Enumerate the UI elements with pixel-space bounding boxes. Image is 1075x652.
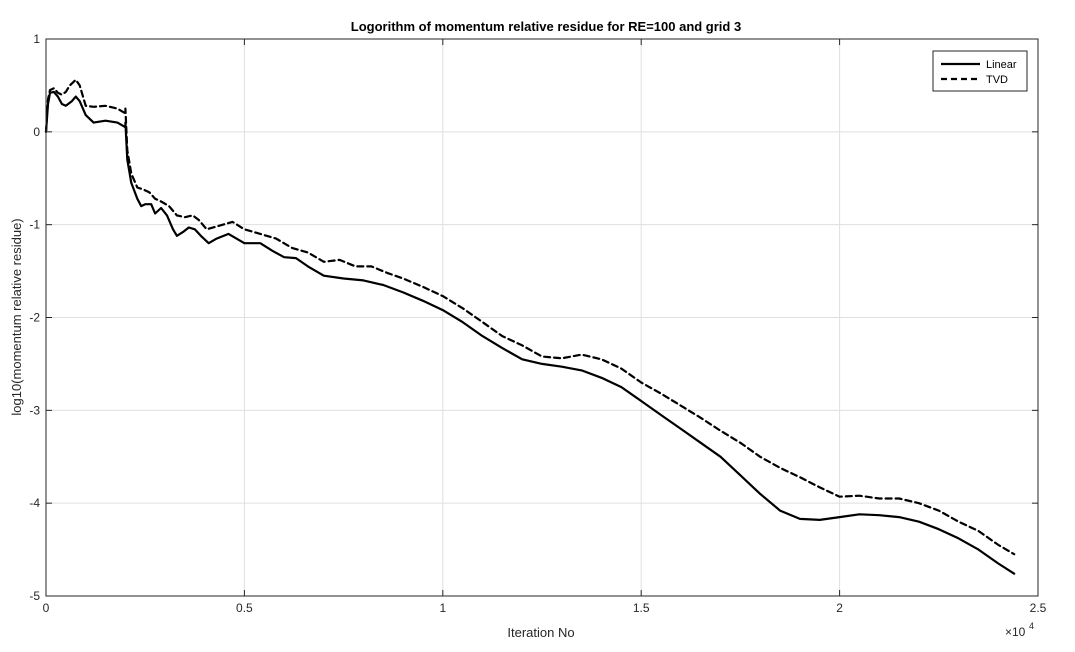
- y-tick-label: 1: [33, 32, 40, 46]
- legend-label-tvd: TVD: [986, 74, 1008, 86]
- legend-box: [932, 50, 1028, 92]
- series-line-linear: [44, 90, 1016, 575]
- chart-title: Logorithm of momentum relative residue f…: [351, 19, 741, 34]
- x-tick-label: 0.5: [236, 601, 253, 615]
- x-tick-label: 0: [43, 601, 50, 615]
- y-tick-label: 0: [33, 125, 40, 139]
- legend: Linear TVD: [932, 50, 1028, 92]
- x-axis-label: Iteration No: [507, 625, 574, 640]
- y-tick-label: -5: [29, 589, 40, 603]
- x-tick-label: 2.5: [1030, 601, 1047, 615]
- tick-labels: 0 0.5 1 1.5 2 2.5 1 0 -1 -2 -3 -4 -5: [29, 32, 1046, 615]
- tick-marks: [45, 38, 1039, 597]
- y-axis-label: log10(momentum relative residue): [9, 218, 24, 415]
- legend-label-linear: Linear: [986, 59, 1017, 71]
- x-exponent-power: 4: [1029, 621, 1034, 631]
- x-tick-label: 1: [439, 601, 446, 615]
- series-line-tvd: [44, 78, 1016, 556]
- y-tick-label: -4: [29, 496, 40, 510]
- x-exponent-label: ×10: [1005, 625, 1026, 639]
- x-tick-label: 2: [836, 601, 843, 615]
- y-tick-label: -1: [29, 218, 40, 232]
- y-tick-label: -2: [29, 311, 40, 325]
- series-lines: [44, 78, 1016, 575]
- x-tick-label: 1.5: [633, 601, 650, 615]
- y-tick-label: -3: [29, 403, 40, 417]
